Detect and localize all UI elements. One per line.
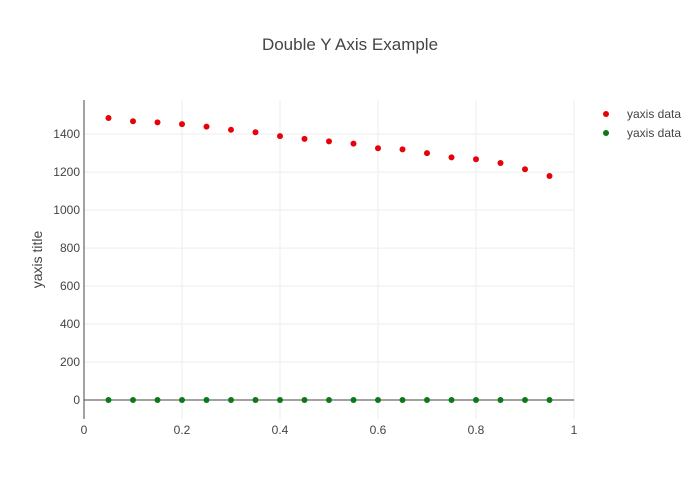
x-tick-label: 0 [81, 423, 88, 437]
legend[interactable]: yaxis data yaxis data [603, 107, 681, 140]
data-point[interactable] [130, 397, 136, 404]
legend-item[interactable]: yaxis data [603, 126, 681, 140]
y-tick-label: 600 [60, 279, 80, 293]
x-axis-ticks: 0 0.2 0.4 0.6 0.8 1 [81, 423, 578, 437]
data-point[interactable] [546, 397, 553, 404]
data-point[interactable] [252, 129, 259, 136]
data-point[interactable] [424, 397, 430, 404]
data-point[interactable] [424, 150, 430, 157]
x-tick-label: 0.8 [468, 423, 485, 437]
data-point[interactable] [448, 154, 455, 161]
data-point[interactable] [154, 119, 161, 126]
data-point[interactable] [105, 115, 112, 122]
data-point[interactable] [522, 166, 528, 173]
data-point[interactable] [252, 397, 259, 404]
y-tick-label: 0 [73, 393, 80, 407]
y-tick-label: 400 [60, 317, 80, 331]
legend-item[interactable]: yaxis data [603, 107, 681, 121]
data-point[interactable] [277, 133, 283, 140]
data-point[interactable] [497, 397, 504, 404]
data-point[interactable] [473, 156, 479, 163]
y-tick-label: 1400 [53, 127, 80, 141]
data-point[interactable] [375, 145, 381, 152]
data-points [105, 115, 553, 404]
axis-layer [83, 100, 574, 419]
data-point[interactable] [228, 126, 234, 133]
y-tick-label: 1000 [53, 203, 80, 217]
data-point[interactable] [375, 397, 381, 404]
data-point[interactable] [326, 397, 332, 404]
data-point[interactable] [350, 397, 357, 404]
series-2 [105, 397, 553, 404]
data-point[interactable] [154, 397, 161, 404]
chart-title: Double Y Axis Example [262, 35, 438, 54]
data-point[interactable] [301, 397, 308, 404]
legend-label: yaxis data [627, 107, 681, 121]
grid-layer [84, 100, 575, 419]
x-tick-label: 0.4 [272, 423, 289, 437]
data-point[interactable] [277, 397, 283, 404]
x-tick-label: 1 [571, 423, 578, 437]
data-point[interactable] [228, 397, 234, 404]
data-point[interactable] [179, 121, 185, 128]
data-point[interactable] [350, 140, 357, 147]
data-point[interactable] [546, 172, 553, 179]
x-tick-label: 0.6 [370, 423, 387, 437]
y-tick-label: 200 [60, 355, 80, 369]
data-point[interactable] [203, 397, 210, 404]
legend-label: yaxis data [627, 126, 681, 140]
data-point[interactable] [399, 397, 406, 404]
data-point[interactable] [130, 118, 136, 125]
legend-marker [603, 111, 609, 117]
data-point[interactable] [326, 138, 332, 145]
data-point[interactable] [448, 397, 455, 404]
data-point[interactable] [203, 123, 210, 130]
data-point[interactable] [473, 397, 479, 404]
y-axis-ticks: 0 200 400 600 800 1000 1200 1400 [53, 127, 80, 407]
y-tick-label: 800 [60, 241, 80, 255]
y-tick-label: 1200 [53, 165, 80, 179]
series-1 [105, 115, 553, 179]
data-point[interactable] [399, 146, 406, 153]
legend-marker [603, 130, 609, 136]
data-point[interactable] [301, 135, 308, 142]
data-point[interactable] [497, 160, 504, 167]
y-axis-title: yaxis title [29, 231, 45, 289]
data-point[interactable] [179, 397, 185, 404]
data-point[interactable] [522, 397, 528, 404]
data-point[interactable] [105, 397, 112, 404]
x-tick-label: 0.2 [174, 423, 191, 437]
